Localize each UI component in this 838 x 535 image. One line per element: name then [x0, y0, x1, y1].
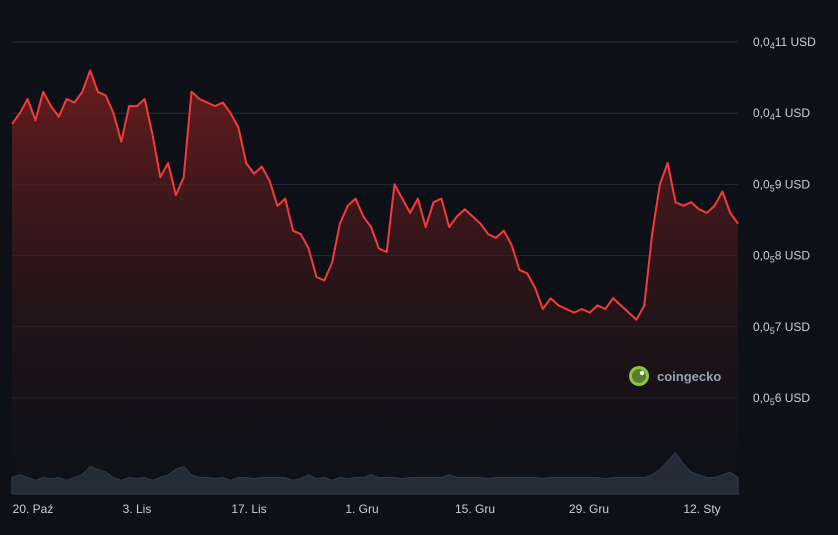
- x-tick-label: 29. Gru: [569, 502, 609, 516]
- price-series-line: [11, 69, 739, 321]
- coingecko-logo-inner: [632, 369, 646, 383]
- x-tick-label: 3. Lis: [123, 502, 152, 516]
- price-area-fill: [12, 70, 738, 495]
- y-tick-label: 0,056 USD: [753, 391, 810, 407]
- coingecko-watermark: coingecko: [629, 366, 721, 386]
- x-tick-label: 15. Gru: [455, 502, 495, 516]
- x-tick-label: 17. Lis: [231, 502, 266, 516]
- x-axis: 20. Paź 3. Lis 17. Lis 1. Gru 15. Gru 29. Gru…: [13, 502, 721, 516]
- y-tick-label: 0,0411 USD: [753, 35, 816, 51]
- x-tick-label: 1. Gru: [345, 502, 378, 516]
- coingecko-logo-eye: [639, 370, 645, 376]
- x-tick-label: 12. Sty: [683, 502, 720, 516]
- y-tick-label: 0,058 USD: [753, 249, 810, 265]
- watermark-text: coingecko: [657, 369, 721, 384]
- y-tick-label: 0,041 USD: [753, 106, 810, 122]
- price-line: [11, 69, 739, 321]
- price-area: [12, 70, 738, 495]
- y-tick-label: 0,057 USD: [753, 320, 810, 336]
- x-tick-label: 20. Paź: [13, 502, 54, 516]
- y-axis: 0,0411 USD 0,041 USD 0,059 USD 0,058 USD 0,0…: [753, 35, 816, 407]
- y-tick-label: 0,059 USD: [753, 177, 810, 193]
